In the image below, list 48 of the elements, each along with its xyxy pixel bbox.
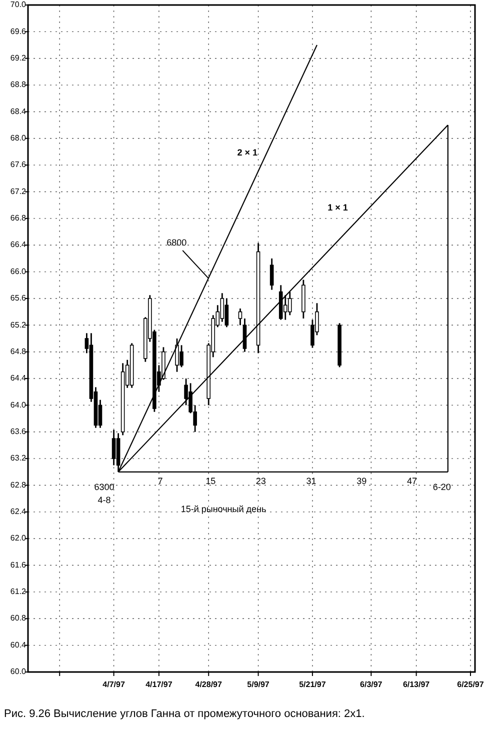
text: Рис. 9.26 Вычисление углов Ганна от промежуточного основания: 2x1. xyxy=(4,708,365,720)
annotation: 6800 xyxy=(166,237,187,248)
y-tick-label: 66.0 xyxy=(10,266,27,276)
annotation: 6300 xyxy=(94,482,114,492)
x-tick-label: 6/25/97 xyxy=(457,680,484,689)
y-tick-label: 60.0 xyxy=(10,667,27,676)
y-tick-label: 61.2 xyxy=(10,587,27,596)
series-label: 2 × 1 xyxy=(237,147,258,158)
x-tick-label: 4/7/97 xyxy=(102,680,126,689)
y-tick-label: 63.2 xyxy=(10,454,27,463)
series-label: 1 × 1 xyxy=(328,202,348,213)
y-tick-label: 67.6 xyxy=(10,160,27,170)
y-tick-label: 69.2 xyxy=(10,53,27,62)
y-tick-label: 65.6 xyxy=(10,294,27,303)
y-tick-label: 66.8 xyxy=(10,214,27,223)
y-tick-label: 64.0 xyxy=(10,400,27,410)
annotation: 15-й рыночный день xyxy=(180,504,266,514)
annotation: 4-8 xyxy=(98,494,111,505)
y-tick-label: 62.8 xyxy=(10,480,27,490)
y-tick-label: 67.2 xyxy=(10,186,27,196)
annotation: 6-20 xyxy=(432,482,451,492)
x-tick-label: 4/28/97 xyxy=(195,680,222,689)
y-tick-label: 62.0 xyxy=(10,534,27,543)
x-tick-label: 6/13/97 xyxy=(402,680,430,689)
x-tick-label: 4/17/97 xyxy=(146,680,173,689)
x2-tick-label: 23 xyxy=(256,476,266,486)
x-tick-label: 6/3/97 xyxy=(360,680,383,689)
x2-tick-label: 31 xyxy=(306,476,316,486)
y-tick-label: 62.4 xyxy=(10,507,27,516)
y-tick-label: 69.6 xyxy=(10,26,27,36)
x-tick-label: 5/21/97 xyxy=(299,680,326,689)
x2-tick-label: 47 xyxy=(407,476,418,486)
y-tick-label: 68.4 xyxy=(10,106,27,116)
y-tick-label: 60.8 xyxy=(10,614,27,623)
y-tick-label: 63.6 xyxy=(10,426,27,436)
y-tick-label: 66.4 xyxy=(10,240,27,250)
y-tick-label: 61.6 xyxy=(10,560,27,570)
x2-tick-label: 39 xyxy=(356,476,367,486)
y-tick-label: 64.8 xyxy=(10,346,27,356)
y-tick-label: 70.0 xyxy=(10,0,27,10)
y-tick-label: 64.4 xyxy=(10,374,27,383)
y-tick-label: 68.8 xyxy=(10,80,27,90)
x2-tick-label: 15 xyxy=(206,476,216,486)
x-tick-label: 5/9/97 xyxy=(247,680,270,689)
x2-tick-label: 7 xyxy=(158,476,163,486)
y-tick-label: 60.4 xyxy=(10,640,27,650)
y-tick-label: 68.0 xyxy=(10,134,27,143)
y-tick-label: 65.2 xyxy=(10,320,27,330)
